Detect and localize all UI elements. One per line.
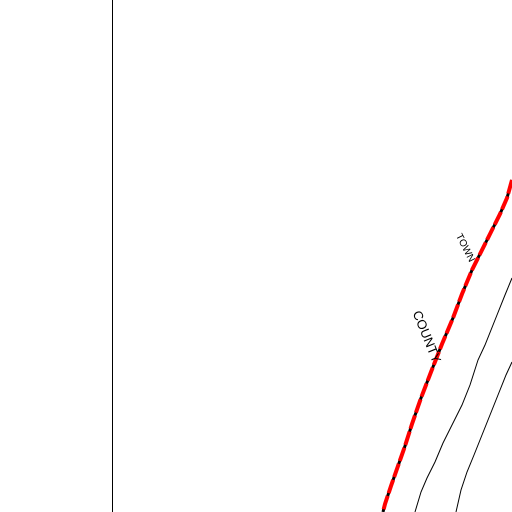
road-edge-line-1 <box>414 277 512 512</box>
county-label: COUNTY <box>410 308 445 365</box>
county-town-boundary-line <box>381 179 512 512</box>
road-edge-line-2 <box>455 361 512 512</box>
town-label: TOWN <box>453 232 477 264</box>
